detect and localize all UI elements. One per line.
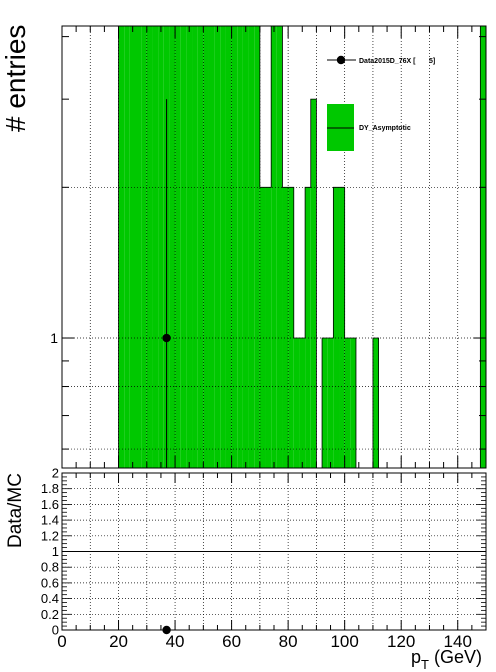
y-tick-label: 1 bbox=[50, 330, 58, 346]
legend-entry-mc: DY_Asymptotic bbox=[359, 125, 411, 132]
histogram-bar bbox=[480, 26, 486, 468]
histogram-bar bbox=[152, 26, 158, 468]
histogram-bar bbox=[169, 26, 175, 468]
y-tick-label: 0.6 bbox=[41, 575, 59, 590]
histogram-bar bbox=[226, 26, 232, 468]
histogram-bar bbox=[305, 187, 311, 468]
histogram-bar bbox=[322, 338, 328, 468]
histogram-bar bbox=[232, 26, 238, 468]
y-tick-label: 1.6 bbox=[41, 497, 59, 512]
legend-entry-data: Data2015D_76X [ 5] bbox=[359, 58, 435, 65]
histogram-bar bbox=[311, 99, 317, 468]
histogram-bar bbox=[237, 26, 243, 468]
histogram-bar bbox=[158, 26, 164, 468]
histogram-bar bbox=[350, 338, 356, 468]
histogram-bar bbox=[119, 26, 125, 468]
x-tick-label: 100 bbox=[330, 632, 358, 651]
bottom-y-axis-label: Data/MC bbox=[5, 473, 26, 548]
histogram-bar bbox=[271, 26, 277, 468]
histogram-bar bbox=[203, 26, 209, 468]
histogram-bar bbox=[282, 187, 288, 468]
top-y-tick-labels: 1 bbox=[50, 330, 58, 346]
y-tick-label: 1.8 bbox=[41, 481, 59, 496]
histogram-bar bbox=[277, 26, 283, 468]
histogram-bar bbox=[288, 187, 294, 468]
x-tick-label: 20 bbox=[109, 632, 128, 651]
histogram-bar bbox=[294, 338, 300, 468]
y-tick-label: 0.2 bbox=[41, 607, 59, 622]
histogram-bar bbox=[135, 26, 141, 468]
histogram-bar bbox=[186, 26, 192, 468]
y-tick-label: 1.2 bbox=[41, 528, 59, 543]
histogram-bar bbox=[373, 338, 379, 468]
top-y-axis-label: # entries bbox=[0, 25, 31, 132]
histogram-bar bbox=[147, 26, 153, 468]
histogram-bar bbox=[266, 187, 272, 468]
histogram-bar bbox=[124, 26, 130, 468]
legend-data-marker bbox=[337, 56, 345, 64]
y-tick-label: 2 bbox=[52, 466, 59, 481]
histogram-bar bbox=[328, 338, 334, 468]
histogram-bar bbox=[254, 26, 260, 468]
histogram-bar bbox=[260, 187, 266, 468]
x-tick-label: 0 bbox=[57, 632, 66, 651]
histogram-bar bbox=[339, 187, 345, 468]
x-tick-label: 40 bbox=[166, 632, 185, 651]
histogram-bar bbox=[249, 26, 255, 468]
histogram-bar bbox=[220, 26, 226, 468]
histogram-bar bbox=[215, 26, 221, 468]
y-tick-label: 0.8 bbox=[41, 560, 59, 575]
y-tick-label: 1 bbox=[52, 544, 59, 559]
data-point bbox=[162, 334, 170, 342]
histogram-bar bbox=[141, 26, 147, 468]
y-tick-label: 0.4 bbox=[41, 591, 59, 606]
histogram-bar bbox=[209, 26, 215, 468]
histogram-bar bbox=[198, 26, 204, 468]
x-tick-label: 60 bbox=[222, 632, 241, 651]
x-tick-label: 80 bbox=[279, 632, 298, 651]
histogram-bar bbox=[181, 26, 187, 468]
histogram-bar bbox=[243, 26, 249, 468]
histogram-bar bbox=[299, 338, 305, 468]
histogram-bar bbox=[333, 187, 339, 468]
histogram-bar bbox=[345, 338, 351, 468]
y-tick-label: 1.4 bbox=[41, 513, 59, 528]
histogram-bar bbox=[130, 26, 136, 468]
histogram-bar bbox=[192, 26, 198, 468]
histogram-bar bbox=[175, 26, 181, 468]
